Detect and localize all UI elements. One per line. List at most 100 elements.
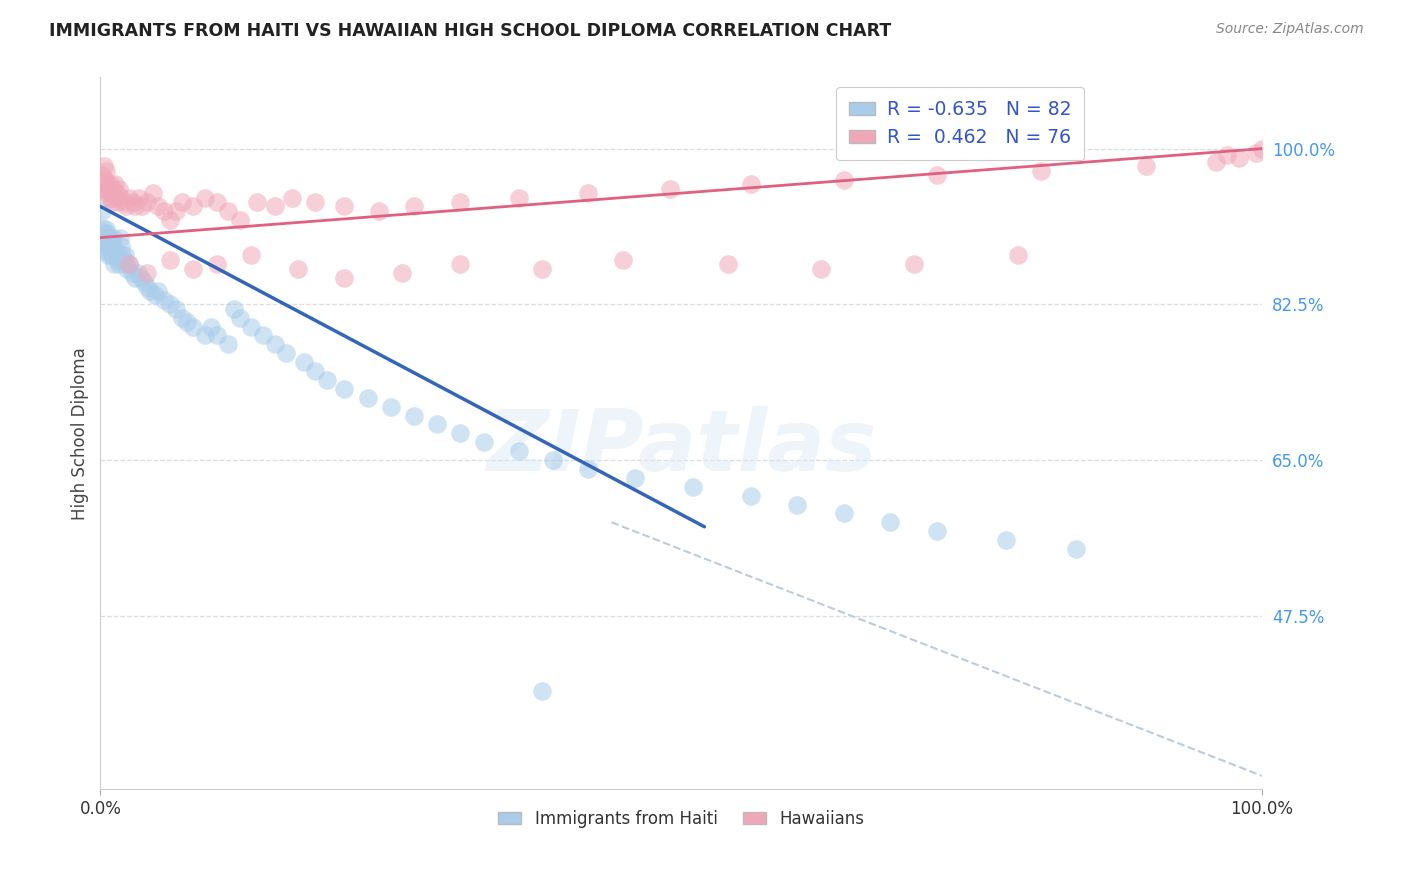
Point [108,257,131,271]
Text: IMMIGRANTS FROM HAITI VS HAWAIIAN HIGH SCHOOL DIPLOMA CORRELATION CHART: IMMIGRANTS FROM HAITI VS HAWAIIAN HIGH S… [49,22,891,40]
Point [170,194,193,209]
Point [108,181,131,195]
Point [194,328,217,343]
Point [90,203,112,218]
Point [292,355,315,369]
Point [333,270,356,285]
Point [205,194,228,209]
Point [104,178,127,192]
Point [108,230,131,244]
Point [142,186,165,200]
Point [786,498,808,512]
Point [450,257,472,271]
Point [925,169,948,183]
Point [159,252,181,267]
Point [176,315,198,329]
Point [205,257,228,271]
Point [159,297,181,311]
Point [93,226,115,240]
Point [217,203,239,218]
Point [508,190,530,204]
Point [165,301,187,316]
Text: ZIPatlas: ZIPatlas [486,406,876,489]
Point [96,186,118,200]
Point [426,417,449,432]
Point [903,257,925,271]
Point [1064,541,1087,556]
Point [118,257,141,271]
Text: Source: ZipAtlas.com: Source: ZipAtlas.com [1216,22,1364,37]
Point [717,257,740,271]
Point [217,337,239,351]
Point [100,186,122,200]
Point [229,212,252,227]
Point [832,507,855,521]
Legend: Immigrants from Haiti, Hawaiians: Immigrants from Haiti, Hawaiians [492,803,870,834]
Point [100,248,122,262]
Point [139,284,162,298]
Point [1216,148,1239,162]
Point [263,199,285,213]
Point [118,257,141,271]
Point [240,248,263,262]
Point [135,194,157,209]
Point [148,284,170,298]
Point [740,489,762,503]
Point [148,199,170,213]
Point [135,266,157,280]
Point [995,533,1018,547]
Point [281,190,304,204]
Point [107,194,129,209]
Point [112,194,135,209]
Point [1007,248,1029,262]
Point [127,266,149,280]
Point [315,373,337,387]
Point [181,261,204,276]
Point [101,181,124,195]
Point [121,266,143,280]
Point [181,319,204,334]
Point [1205,155,1227,169]
Point [97,235,120,249]
Point [246,194,269,209]
Point [122,194,145,209]
Point [93,160,115,174]
Point [287,261,309,276]
Point [98,244,121,258]
Point [333,382,356,396]
Point [101,239,124,253]
Point [252,328,274,343]
Point [450,194,472,209]
Point [623,471,645,485]
Point [114,248,136,262]
Point [1244,146,1267,161]
Point [153,203,176,218]
Point [200,319,222,334]
Point [159,212,181,227]
Point [112,252,135,267]
Point [832,173,855,187]
Point [128,190,150,204]
Point [115,257,138,271]
Point [97,181,120,195]
Point [181,199,204,213]
Point [97,248,120,262]
Point [153,293,176,307]
Point [740,178,762,192]
Point [100,239,122,253]
Point [472,435,495,450]
Point [129,270,152,285]
Point [94,230,117,244]
Point [205,328,228,343]
Point [194,190,217,204]
Point [333,199,356,213]
Point [879,516,901,530]
Point [131,199,153,213]
Point [240,319,263,334]
Point [170,310,193,325]
Point [1227,151,1250,165]
Point [111,248,134,262]
Point [530,684,553,698]
Point [94,244,117,258]
Point [402,199,425,213]
